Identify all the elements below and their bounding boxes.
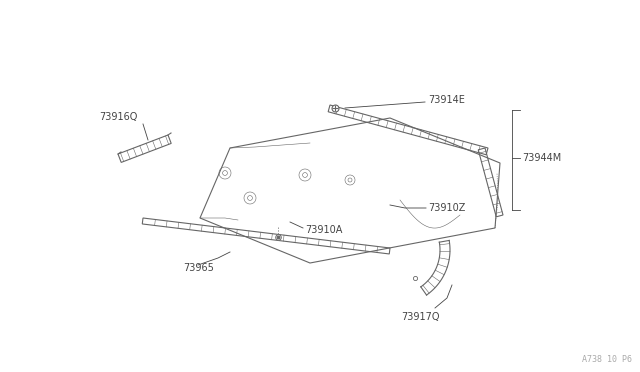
Text: 73944M: 73944M	[522, 153, 561, 163]
Text: 73914E: 73914E	[428, 95, 465, 105]
Text: A738 10 P6: A738 10 P6	[582, 355, 632, 364]
Text: 73910Z: 73910Z	[428, 203, 465, 213]
Text: 73916Q: 73916Q	[99, 112, 137, 122]
Text: 73965: 73965	[183, 263, 214, 273]
Text: 73910A: 73910A	[305, 225, 342, 235]
Text: 73917Q: 73917Q	[401, 312, 439, 322]
